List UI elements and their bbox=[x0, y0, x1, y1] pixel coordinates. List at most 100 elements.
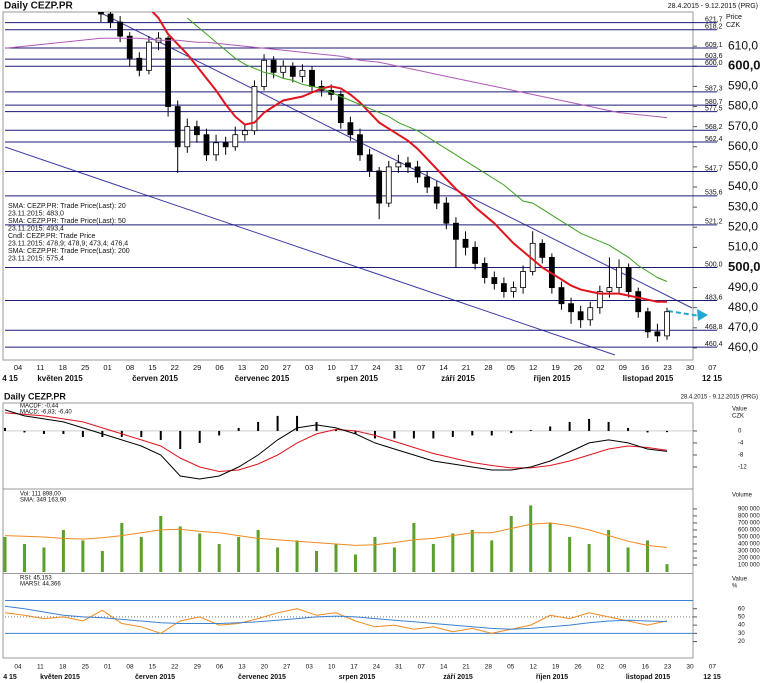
x-tick-label: 13 bbox=[238, 363, 246, 372]
level-label: 562,4 bbox=[705, 136, 723, 143]
level-label: 535,6 bbox=[705, 190, 723, 197]
volume-bar bbox=[646, 540, 650, 572]
x-tick-label: 02 bbox=[596, 363, 604, 372]
y-tick-label: 30 bbox=[738, 631, 745, 637]
x-tick-label: 28 bbox=[485, 664, 493, 671]
y-tick-label: -12 bbox=[738, 465, 747, 471]
histogram-bar bbox=[451, 430, 454, 437]
candle-body bbox=[184, 126, 191, 148]
y-tick-label: -8 bbox=[738, 453, 744, 459]
candle-body bbox=[385, 166, 392, 204]
volume-bar bbox=[392, 547, 396, 572]
chart-title: Daily CEZP.PR bbox=[4, 1, 74, 12]
x-tick-label: 16 bbox=[641, 363, 649, 372]
x-tick-label: 31 bbox=[395, 363, 403, 372]
x-tick-label: 03 bbox=[305, 363, 313, 372]
candle-body bbox=[462, 238, 469, 248]
candle-body bbox=[222, 142, 229, 148]
x-tick-label: 11 bbox=[37, 664, 44, 671]
legend-value: 23.11.2015: 478,9; 478,9; 473,4; 476,4 bbox=[8, 240, 128, 247]
month-label: 12 15 bbox=[702, 374, 723, 383]
trend-line bbox=[97, 12, 693, 309]
month-label: říjen 2015 bbox=[534, 374, 571, 383]
candle-body bbox=[299, 69, 306, 77]
legend-entry: Cndl: CEZP.PR: Trade Price bbox=[8, 233, 96, 240]
histogram-bar bbox=[412, 430, 415, 439]
x-tick-label: 13 bbox=[238, 664, 246, 671]
histogram-bar bbox=[296, 415, 299, 431]
candle-body bbox=[98, 12, 104, 15]
legend-value: 23.11.2015: 575,4 bbox=[8, 255, 64, 262]
y-tick-label: 540,0 bbox=[728, 179, 758, 193]
legend-entry: MARSI: 44,366 bbox=[20, 582, 61, 588]
level-label: 500,0 bbox=[705, 261, 723, 268]
y-tick-label: 600,0 bbox=[728, 58, 761, 73]
candle-body bbox=[146, 41, 152, 71]
histogram-bar bbox=[42, 430, 45, 434]
candle-body bbox=[174, 106, 181, 148]
y-tick-label: 40 bbox=[738, 623, 745, 629]
volume-bar bbox=[61, 529, 65, 572]
histogram-bar bbox=[666, 430, 668, 433]
legend-value: 23.11.2015: 493,4 bbox=[8, 225, 64, 232]
candle-body bbox=[357, 134, 363, 156]
level-label: 468,8 bbox=[705, 324, 723, 331]
x-tick-label: 12 bbox=[530, 664, 538, 671]
line-series bbox=[151, 12, 667, 303]
volume-bar bbox=[22, 543, 26, 572]
candle-body bbox=[193, 126, 200, 136]
main-frame bbox=[2, 11, 694, 361]
candle-body bbox=[558, 287, 565, 305]
level-label: 621,7 bbox=[705, 17, 723, 24]
trend-line bbox=[5, 146, 616, 356]
month-label: 4 15 bbox=[2, 374, 18, 383]
volume-bar bbox=[178, 526, 182, 572]
histogram-bar bbox=[627, 427, 630, 431]
x-tick-label: 17 bbox=[350, 363, 358, 372]
x-tick-label: 16 bbox=[642, 664, 650, 671]
line-series bbox=[4, 522, 668, 548]
candle-body bbox=[472, 246, 479, 264]
histogram-bar bbox=[529, 430, 532, 431]
x-tick-label: 19 bbox=[552, 664, 560, 671]
x-tick-label: 07 bbox=[418, 664, 426, 671]
histogram-bar bbox=[179, 430, 182, 449]
x-tick-label: 07 bbox=[417, 363, 425, 372]
candle-body bbox=[270, 59, 277, 73]
y-label: Volume bbox=[732, 493, 753, 499]
x-tick-label: 23 bbox=[664, 664, 672, 671]
x-tick-label: 28 bbox=[484, 363, 492, 372]
x-tick-label: 08 bbox=[126, 664, 134, 671]
candle-body bbox=[433, 186, 440, 204]
volume-bar bbox=[353, 554, 357, 572]
volume-bar bbox=[607, 529, 611, 572]
x-tick-label: 04 bbox=[14, 664, 22, 671]
y-label: Value bbox=[732, 577, 748, 583]
x-tick-label: 29 bbox=[194, 664, 202, 671]
volume-bar bbox=[295, 540, 299, 572]
candle-body bbox=[126, 35, 133, 59]
legend-value: 23.11.2015: 483,0 bbox=[8, 210, 64, 217]
x-tick-label: 27 bbox=[283, 363, 291, 372]
candle-body bbox=[366, 154, 373, 172]
x-tick-label: 10 bbox=[327, 363, 335, 372]
y-tick-label: 50 bbox=[738, 614, 745, 620]
level-label: 483,6 bbox=[705, 294, 723, 301]
volume-bar bbox=[334, 543, 338, 572]
histogram-bar bbox=[81, 430, 84, 437]
candle-body bbox=[625, 267, 632, 293]
y-tick-label: 200 000 bbox=[738, 556, 760, 562]
candle-body bbox=[596, 291, 603, 309]
histogram-bar bbox=[549, 426, 552, 431]
line-series bbox=[186, 17, 668, 282]
level-label: 568,2 bbox=[705, 124, 723, 131]
y-tick-label: 510,0 bbox=[728, 240, 758, 254]
month-label: červen 2015 bbox=[135, 674, 175, 681]
candle-body bbox=[491, 277, 498, 284]
level-label: 600,0 bbox=[705, 60, 723, 67]
x-tick-label: 23 bbox=[663, 363, 671, 372]
candle-body bbox=[414, 166, 421, 178]
level-label: 547,7 bbox=[705, 165, 723, 172]
histogram-bar bbox=[354, 430, 357, 434]
